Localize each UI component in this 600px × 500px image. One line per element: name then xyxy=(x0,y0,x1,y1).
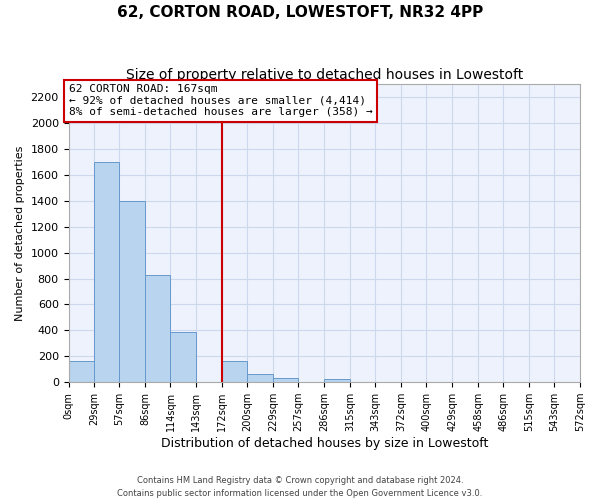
Bar xyxy=(247,374,273,382)
Text: 62 CORTON ROAD: 167sqm
← 92% of detached houses are smaller (4,414)
8% of semi-d: 62 CORTON ROAD: 167sqm ← 92% of detached… xyxy=(68,84,372,117)
Bar xyxy=(223,361,247,382)
Title: Size of property relative to detached houses in Lowestoft: Size of property relative to detached ho… xyxy=(125,68,523,82)
Bar xyxy=(94,162,119,382)
Bar xyxy=(119,200,145,382)
Bar xyxy=(145,274,170,382)
Text: 62, CORTON ROAD, LOWESTOFT, NR32 4PP: 62, CORTON ROAD, LOWESTOFT, NR32 4PP xyxy=(117,5,483,20)
Bar xyxy=(170,332,196,382)
Y-axis label: Number of detached properties: Number of detached properties xyxy=(15,146,25,321)
Bar xyxy=(68,362,94,382)
X-axis label: Distribution of detached houses by size in Lowestoft: Distribution of detached houses by size … xyxy=(161,437,488,450)
Bar xyxy=(324,379,350,382)
Text: Contains HM Land Registry data © Crown copyright and database right 2024.
Contai: Contains HM Land Registry data © Crown c… xyxy=(118,476,482,498)
Bar xyxy=(273,378,298,382)
